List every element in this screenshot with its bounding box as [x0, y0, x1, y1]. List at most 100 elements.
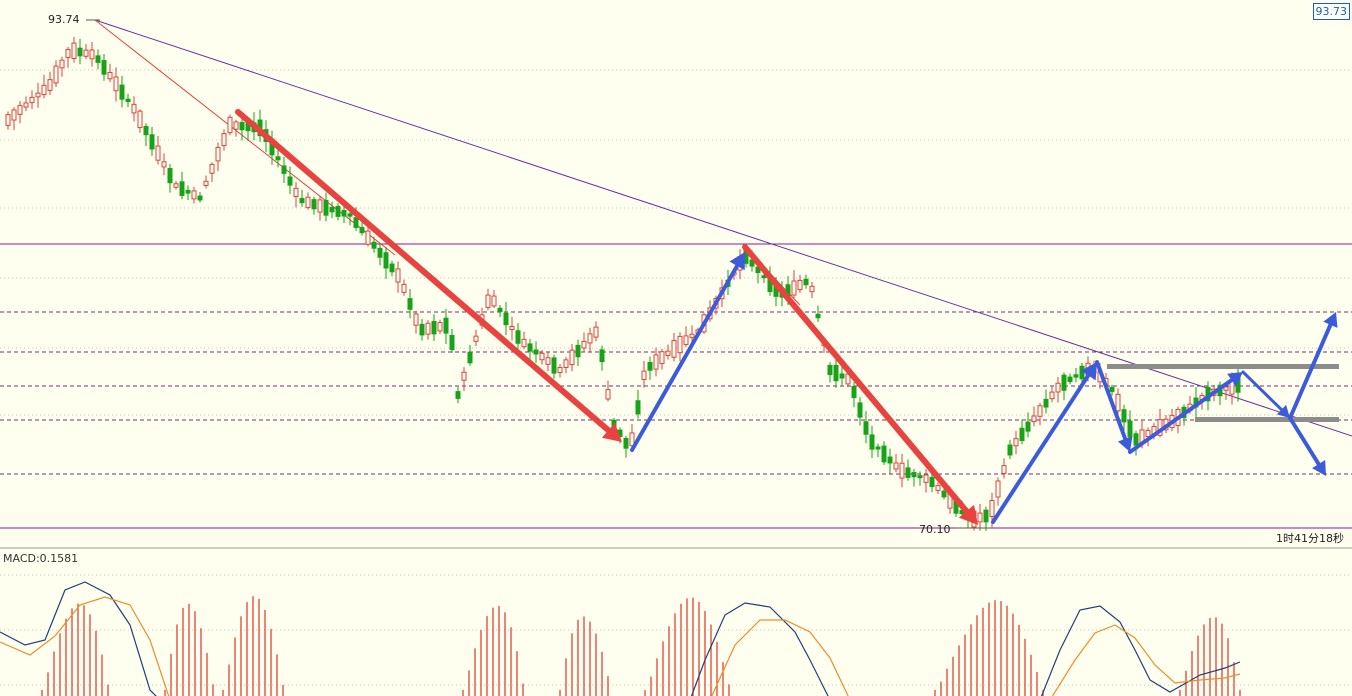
candle-up — [401, 283, 407, 293]
macd-dif-line — [1040, 605, 1241, 696]
candle-up — [899, 462, 905, 479]
candle-up — [1031, 415, 1037, 423]
candle-up — [365, 230, 371, 245]
candle-down — [287, 176, 293, 186]
candle-down — [95, 55, 101, 63]
candle-up — [683, 335, 689, 345]
candle-down — [1007, 444, 1013, 456]
candle-down — [767, 275, 773, 292]
blue-down-arrow-head — [1117, 436, 1133, 452]
candle-up — [437, 321, 443, 332]
candle-down — [1079, 365, 1085, 380]
macd-dea-line — [711, 619, 849, 696]
candle-up — [47, 79, 53, 91]
candle-down — [449, 334, 455, 351]
candle-down — [323, 199, 329, 216]
candle-down — [419, 323, 425, 336]
candle-up — [413, 313, 419, 326]
candle-down — [1067, 376, 1073, 383]
candle-down — [983, 509, 989, 523]
candle-down — [341, 209, 347, 217]
forecast-arrows — [235, 109, 1339, 525]
candle-up — [161, 161, 167, 168]
macd-value-label: MACD:0.1581 — [3, 552, 79, 565]
red-down-arrow — [235, 109, 612, 434]
candle-down — [1019, 427, 1025, 442]
candle-down — [851, 385, 857, 399]
candle-down — [599, 349, 605, 363]
candle-up — [989, 499, 995, 518]
candle-up — [473, 335, 479, 342]
candle-down — [743, 248, 749, 264]
macd-dea-line — [1051, 624, 1241, 696]
high-price-label: 93.74 — [48, 13, 80, 26]
candle-up — [689, 333, 695, 338]
candle-down — [389, 263, 395, 273]
candle-up — [977, 512, 983, 523]
candle-down — [611, 419, 617, 427]
candle-up — [1013, 438, 1019, 447]
candle-down — [527, 343, 533, 352]
descending-trendline — [94, 19, 1352, 437]
blue-down-arrow — [1095, 360, 1128, 441]
candle-down — [275, 156, 281, 161]
candle-up — [653, 354, 659, 370]
candle-up — [1223, 386, 1229, 391]
candle-down — [77, 47, 83, 57]
candle-down — [827, 364, 833, 376]
candle-up — [797, 279, 803, 291]
candle-down — [875, 446, 881, 450]
macd-dea-line — [0, 596, 170, 696]
candle-up — [1055, 382, 1061, 393]
candle-down — [143, 126, 149, 136]
candle-up — [629, 432, 635, 447]
candle-up — [569, 349, 575, 366]
candle-up — [305, 196, 311, 209]
candle-up — [461, 371, 467, 381]
blue-up-arrow-head — [1227, 372, 1243, 387]
candle-down — [533, 349, 539, 355]
candle-up — [83, 49, 89, 57]
candle-up — [557, 366, 563, 374]
candle-up — [209, 163, 215, 174]
candle-up — [605, 389, 611, 400]
candle-up — [995, 480, 1001, 498]
candle-up — [677, 335, 683, 354]
candle-up — [131, 103, 137, 114]
candle-down — [407, 298, 413, 310]
candle-down — [863, 421, 869, 435]
candle-up — [1115, 393, 1121, 412]
blue-up-arrow-head — [1323, 312, 1338, 328]
candle-up — [545, 357, 551, 365]
blue-up-arrow — [630, 263, 740, 452]
blue-up-arrow — [1288, 322, 1333, 420]
candle-up — [221, 133, 227, 147]
candle-up — [1049, 391, 1055, 400]
candle-up — [23, 102, 29, 108]
macd-dif-line — [0, 581, 157, 696]
candles — [5, 19, 1241, 531]
candle-up — [539, 352, 545, 361]
candle-up — [71, 42, 77, 59]
candle-down — [623, 437, 629, 449]
candle-down — [101, 60, 107, 75]
candle-up — [5, 114, 11, 126]
candle-down — [443, 317, 449, 334]
candle-up — [791, 280, 797, 296]
red-down-arrow-head — [958, 504, 978, 525]
candle-up — [293, 187, 299, 198]
candle-down — [329, 206, 335, 213]
candle-down — [377, 247, 383, 258]
candle-down — [1235, 377, 1241, 393]
candle-down — [749, 259, 755, 267]
candle-down — [1121, 409, 1127, 423]
candle-up — [923, 474, 929, 483]
candle-up — [809, 285, 815, 293]
candle-up — [581, 340, 587, 349]
candle-down — [635, 400, 641, 415]
candle-down — [1061, 374, 1067, 391]
low-price-label: 70.10 — [919, 523, 951, 536]
candle-down — [1193, 397, 1199, 408]
